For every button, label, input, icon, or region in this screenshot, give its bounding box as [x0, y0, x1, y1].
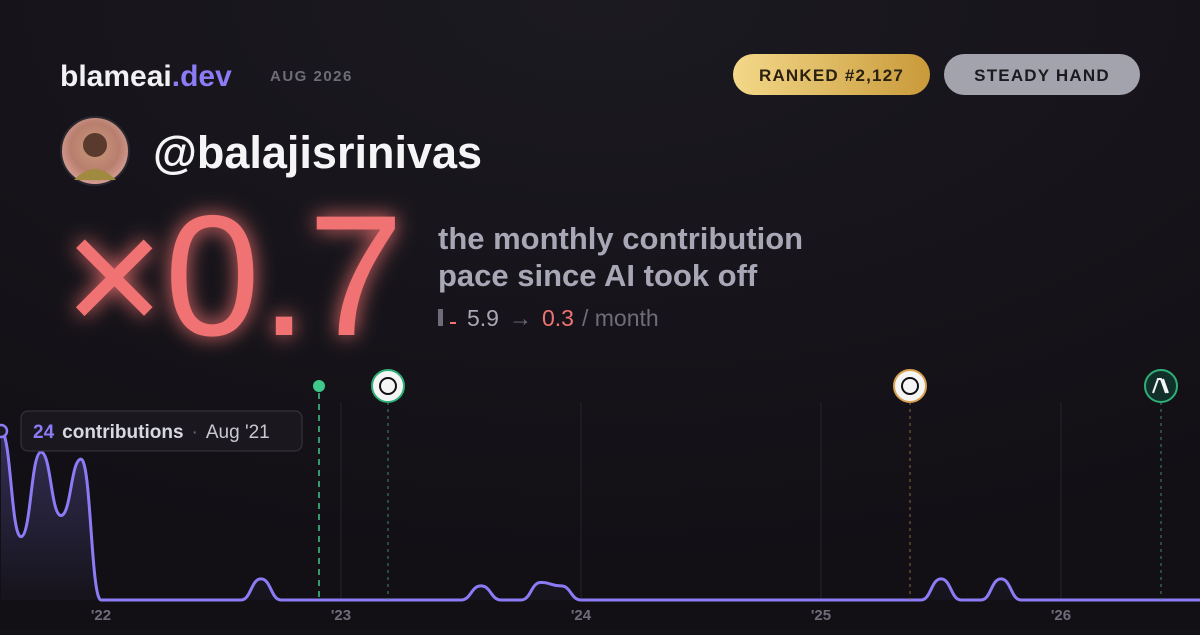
- avatar: [60, 116, 130, 186]
- event-icon: [893, 369, 927, 403]
- description-line: the monthly contribution: [438, 221, 803, 256]
- x-tick-label: '26: [1051, 607, 1071, 624]
- x-tick-label: '23: [331, 607, 351, 624]
- highlight-point: [0, 423, 9, 439]
- user-handle: @balajisrinivas: [153, 127, 482, 178]
- style-badge: [944, 54, 1140, 95]
- tooltip-sep: ·: [192, 422, 198, 443]
- multiplier: ×0.7: [64, 180, 404, 372]
- description-line: pace since AI took off: [438, 258, 758, 293]
- pace-arrow: →: [509, 305, 532, 331]
- tooltip-label: contributions: [62, 422, 183, 443]
- x-tick-label: '25: [811, 607, 831, 624]
- event-markers: [313, 369, 1178, 600]
- pace-before: 5.9: [467, 305, 499, 331]
- x-tick-label: '22: [91, 607, 111, 624]
- event-icon-glyph: [1152, 378, 1169, 394]
- x-tick-label: '24: [571, 607, 592, 624]
- rank-badge-text: RANKED #2,127: [759, 66, 904, 85]
- tooltip: 24 contributions · Aug '21: [20, 410, 303, 452]
- pace-after: 0.3: [542, 305, 574, 331]
- event-icon-glyph: [379, 377, 397, 395]
- tooltip-date: Aug '21: [206, 422, 270, 443]
- pace-unit: / month: [582, 305, 659, 331]
- pace-icon: [438, 309, 456, 326]
- brand-name: blameai: [60, 60, 172, 93]
- event-icon: [1144, 369, 1178, 403]
- event-dot: [313, 380, 325, 392]
- event-icon-glyph: [901, 377, 919, 395]
- event-icon: [371, 369, 405, 403]
- rank-badge: [733, 54, 930, 95]
- chart: '22 '23 '24 '25 '26: [0, 402, 1200, 624]
- brand: blameai.dev: [60, 60, 232, 93]
- brand-tld: .dev: [172, 60, 232, 93]
- style-badge-text: STEADY HAND: [974, 66, 1110, 85]
- line-series: [0, 429, 1200, 602]
- pace-stats: 5.9 → 0.3 / month: [467, 305, 659, 331]
- tooltip-text: 24 contributions · Aug '21: [33, 422, 270, 443]
- tooltip-box: [20, 410, 303, 452]
- tooltip-value: 24: [33, 422, 55, 443]
- period: AUG 2026: [270, 68, 353, 85]
